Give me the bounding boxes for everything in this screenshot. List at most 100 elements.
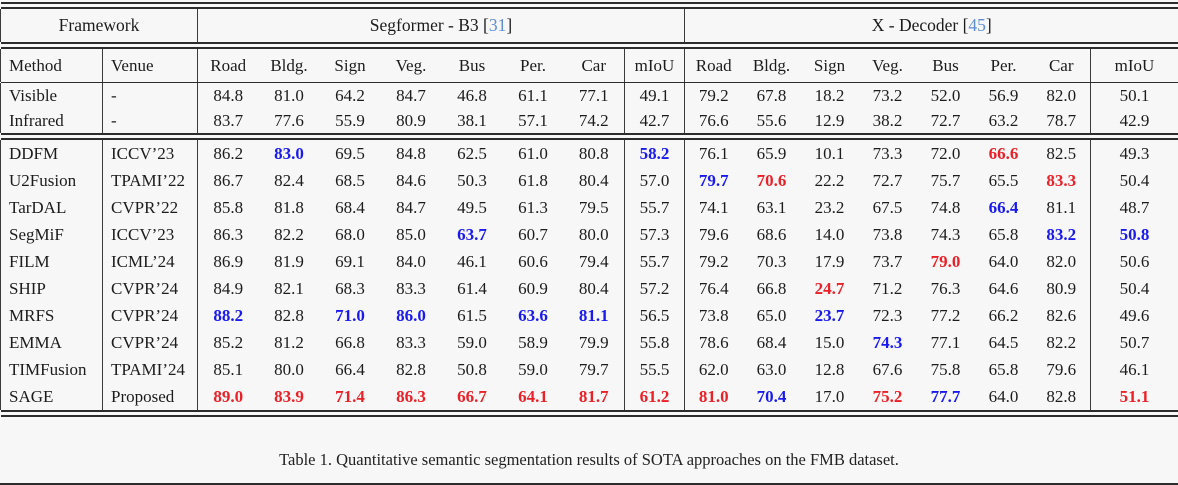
venue-cell: CVPR’24 <box>102 329 198 356</box>
score-cell: 55.6 <box>756 110 787 130</box>
score-cell: 70.4 <box>756 386 787 406</box>
method-rows-group: DDFM ICCV’23 86.2 83.0 69.5 84.8 62.5 61.0 80.8 5… <box>0 140 1178 410</box>
score-cell: 82.8 <box>396 359 426 379</box>
table-row: DDFM ICCV’23 86.2 83.0 69.5 84.8 62.5 61.0 80.8 5… <box>0 140 1178 167</box>
score-cell: 84.7 <box>396 197 426 217</box>
score-cell: 76.4 <box>684 275 743 302</box>
score-cell: 85.8 <box>197 194 259 221</box>
score-cell: 56.9 <box>988 85 1019 105</box>
score-cell: 81.0 <box>684 383 743 410</box>
miou-cell: 57.0 <box>624 167 685 194</box>
segformer-name: Segformer - B3 <box>369 15 479 35</box>
score-cell: 65.8 <box>988 224 1019 244</box>
score-cell: 66.7 <box>457 386 487 406</box>
score-cell: 58.9 <box>518 332 548 352</box>
miou-cell: 57.3 <box>624 221 685 248</box>
venue-cell: CVPR’22 <box>102 194 198 221</box>
table-row: TarDAL CVPR’22 85.8 81.8 68.4 84.7 49.5 61.3 79.… <box>0 194 1178 221</box>
xdecoder-name: X - Decoder <box>871 15 959 35</box>
class-column-header: Car <box>1048 55 1074 75</box>
table-row: FILM ICML’24 86.9 81.9 69.1 84.0 46.1 60.6 79.4 5… <box>0 248 1178 275</box>
score-cell: 23.7 <box>814 305 845 325</box>
table-row: SHIP CVPR’24 84.9 82.1 68.3 83.3 61.4 60.9 80.4 5… <box>0 275 1178 302</box>
score-cell: 64.0 <box>988 251 1019 271</box>
framework-header-row: Framework Segformer - B3 [31] X - Decode… <box>0 9 1178 42</box>
score-cell: 17.0 <box>814 386 845 406</box>
venue-cell: ICCV’23 <box>102 221 198 248</box>
score-cell: 79.9 <box>578 332 609 352</box>
score-cell: 63.0 <box>756 359 787 379</box>
score-cell: 79.6 <box>1046 359 1077 379</box>
score-cell: 61.5 <box>457 305 487 325</box>
score-cell: 81.1 <box>578 305 609 325</box>
miou-cell: 51.1 <box>1090 383 1178 410</box>
segformer-header: Segformer - B3 [31] <box>197 9 685 42</box>
score-cell: 67.5 <box>872 197 903 217</box>
score-cell: 84.8 <box>197 83 259 108</box>
score-cell: 89.0 <box>197 383 259 410</box>
citation-bracket: ] <box>985 15 992 35</box>
table-row: SAGE Proposed 89.0 83.9 71.4 86.3 66.7 64.1 81.7… <box>0 383 1178 410</box>
citation-bracket: [ <box>962 15 969 35</box>
score-cell: 83.0 <box>274 143 304 163</box>
miou-cell: 50.7 <box>1090 329 1178 356</box>
method-column-header: Method <box>0 49 103 82</box>
score-cell: 49.5 <box>457 197 487 217</box>
results-table-wrapper: Framework Segformer - B3 [31] X - Decode… <box>0 2 1178 417</box>
score-cell: 82.0 <box>1046 251 1077 271</box>
score-cell: 79.7 <box>684 167 743 194</box>
score-cell: 82.8 <box>1046 386 1077 406</box>
score-cell: 17.9 <box>814 251 845 271</box>
score-cell: 81.2 <box>274 332 304 352</box>
score-cell: 60.6 <box>518 251 548 271</box>
score-cell: 64.0 <box>988 386 1019 406</box>
class-column-header: Veg. <box>395 55 427 75</box>
score-cell: 82.2 <box>1046 332 1077 352</box>
page-bottom-rule <box>0 483 1178 485</box>
score-cell: 22.2 <box>814 170 845 190</box>
score-cell: 77.2 <box>930 305 961 325</box>
table-row: MRFS CVPR’24 88.2 82.8 71.0 86.0 61.5 63.6 81.1 5… <box>0 302 1178 329</box>
score-cell: 79.4 <box>578 251 609 271</box>
class-column-header: Bldg. <box>270 55 308 75</box>
citation-45-link[interactable]: 45 <box>968 15 986 35</box>
citation-31-link[interactable]: 31 <box>488 15 507 35</box>
miou-cell: 49.6 <box>1090 302 1178 329</box>
score-cell: 72.3 <box>872 305 903 325</box>
venue-cell: CVPR’24 <box>102 302 198 329</box>
score-cell: 77.1 <box>930 332 961 352</box>
score-cell: 83.3 <box>396 278 426 298</box>
bottom-rule <box>0 410 1178 417</box>
method-cell: MRFS <box>0 302 103 329</box>
score-cell: 60.7 <box>518 224 548 244</box>
score-cell: 66.8 <box>756 278 787 298</box>
score-cell: 76.1 <box>684 140 743 167</box>
miou-cell: 55.7 <box>624 248 685 275</box>
score-cell: 79.6 <box>684 221 743 248</box>
miou-cell: 55.8 <box>624 329 685 356</box>
method-cell: U2Fusion <box>0 167 103 194</box>
score-cell: 82.6 <box>1046 305 1077 325</box>
score-cell: 18.2 <box>814 85 845 105</box>
score-cell: 76.6 <box>684 108 743 133</box>
xdecoder-header: X - Decoder [45] <box>685 9 1178 42</box>
score-cell: 72.7 <box>872 170 903 190</box>
score-cell: 66.8 <box>335 332 365 352</box>
score-cell: 65.9 <box>756 143 787 163</box>
score-cell: 57.1 <box>518 110 548 130</box>
score-cell: 80.0 <box>578 224 609 244</box>
table-row: EMMA CVPR’24 85.2 81.2 66.8 83.3 59.0 58.9 79.9 5… <box>0 329 1178 356</box>
score-cell: 12.8 <box>814 359 845 379</box>
score-cell: 74.2 <box>578 110 609 130</box>
score-cell: 66.4 <box>335 359 365 379</box>
class-column-header: Car <box>581 55 607 75</box>
score-cell: 69.5 <box>335 143 365 163</box>
score-cell: 73.3 <box>872 143 903 163</box>
score-cell: 67.8 <box>756 85 787 105</box>
score-cell: 71.4 <box>335 386 365 406</box>
method-cell: SHIP <box>0 275 103 302</box>
class-column-header: Bus <box>458 55 486 75</box>
class-column-header: Road <box>684 49 743 82</box>
miou-cell: 46.1 <box>1090 356 1178 383</box>
header-rule <box>0 42 1178 49</box>
